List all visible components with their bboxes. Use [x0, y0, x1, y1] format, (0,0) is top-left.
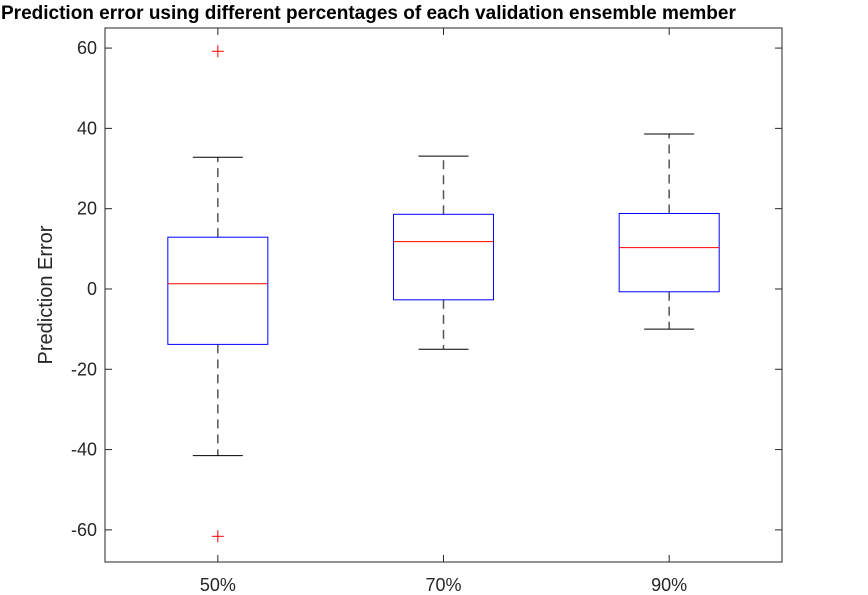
plot-area-frame — [104, 27, 783, 563]
y-tick-label: -60 — [71, 520, 97, 540]
outlier-marker — [211, 530, 224, 543]
interquartile-box — [167, 236, 269, 345]
x-tick-label: 90% — [651, 575, 687, 595]
interquartile-box — [618, 212, 720, 293]
box-group — [393, 155, 494, 350]
boxes-layer — [167, 45, 720, 543]
y-tick-label: 40 — [77, 118, 97, 138]
y-tick-label: 20 — [77, 199, 97, 219]
interquartile-box — [393, 213, 494, 301]
box-group — [618, 133, 720, 330]
y-tick-label: -40 — [71, 440, 97, 460]
y-axis: -60 -40 -20 0 20 40 60 — [71, 38, 782, 540]
x-axis: 50% 70% 90% — [200, 28, 687, 595]
y-tick-label: 60 — [77, 38, 97, 58]
y-tick-label: -20 — [71, 359, 97, 379]
outlier-marker — [211, 45, 224, 58]
y-tick-label: 0 — [87, 279, 97, 299]
x-tick-label: 70% — [425, 575, 461, 595]
chart-title: Prediction error using different percent… — [1, 3, 736, 24]
x-tick-label: 50% — [200, 575, 236, 595]
y-axis-label: Prediction Error — [35, 225, 57, 364]
box-group — [167, 45, 269, 543]
